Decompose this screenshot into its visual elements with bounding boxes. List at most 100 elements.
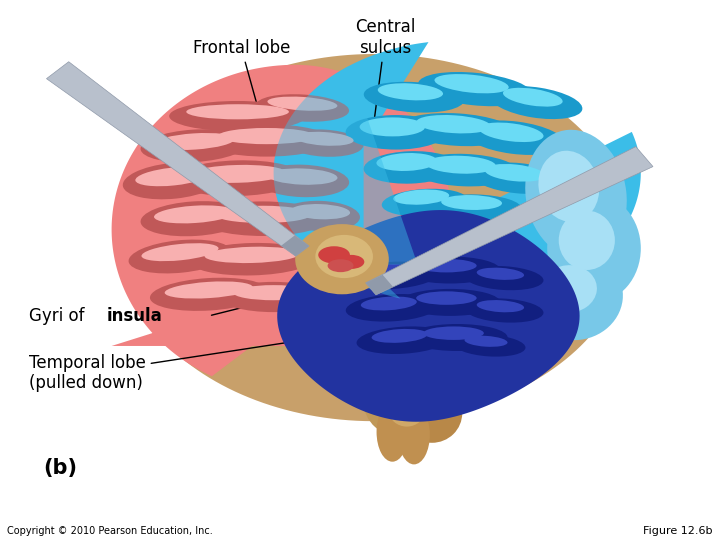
Ellipse shape	[281, 201, 360, 231]
Ellipse shape	[135, 167, 210, 186]
Ellipse shape	[400, 113, 515, 146]
Ellipse shape	[364, 367, 443, 437]
Ellipse shape	[547, 194, 641, 302]
Ellipse shape	[479, 123, 544, 142]
Ellipse shape	[217, 128, 315, 144]
Text: Copyright © 2010 Pearson Education, Inc.: Copyright © 2010 Pearson Education, Inc.	[7, 525, 213, 536]
Ellipse shape	[400, 289, 500, 316]
Text: Temporal lobe
(pulled down): Temporal lobe (pulled down)	[29, 341, 300, 393]
Text: Frontal lobe: Frontal lobe	[192, 39, 290, 148]
Ellipse shape	[416, 259, 477, 272]
Text: Figure 12.6b: Figure 12.6b	[643, 525, 713, 536]
Ellipse shape	[477, 268, 524, 280]
Polygon shape	[366, 275, 393, 295]
Ellipse shape	[173, 160, 302, 196]
Ellipse shape	[204, 247, 300, 263]
Ellipse shape	[189, 165, 286, 183]
Ellipse shape	[318, 246, 350, 264]
Ellipse shape	[472, 163, 564, 194]
Ellipse shape	[410, 154, 518, 186]
Ellipse shape	[150, 278, 268, 311]
Ellipse shape	[360, 117, 425, 137]
Ellipse shape	[140, 129, 248, 163]
Ellipse shape	[284, 130, 364, 157]
Ellipse shape	[141, 243, 219, 261]
Ellipse shape	[220, 282, 328, 312]
Ellipse shape	[539, 151, 599, 222]
Ellipse shape	[441, 195, 502, 210]
Ellipse shape	[407, 324, 508, 351]
Ellipse shape	[202, 124, 331, 157]
Ellipse shape	[477, 300, 524, 312]
Ellipse shape	[233, 285, 314, 300]
Ellipse shape	[378, 83, 443, 100]
Ellipse shape	[454, 335, 526, 356]
Ellipse shape	[328, 259, 354, 272]
Ellipse shape	[361, 296, 417, 310]
Polygon shape	[277, 210, 580, 422]
Polygon shape	[112, 65, 454, 376]
Ellipse shape	[364, 151, 457, 184]
Ellipse shape	[428, 194, 522, 221]
Ellipse shape	[503, 88, 562, 106]
Ellipse shape	[295, 224, 389, 294]
Ellipse shape	[284, 245, 343, 259]
Text: (b): (b)	[43, 458, 77, 478]
Polygon shape	[274, 66, 418, 299]
Ellipse shape	[364, 82, 464, 113]
Ellipse shape	[464, 266, 544, 290]
Ellipse shape	[267, 97, 338, 111]
Ellipse shape	[294, 132, 354, 146]
Text: Central
sulcus: Central sulcus	[355, 18, 415, 143]
Ellipse shape	[356, 326, 450, 354]
Ellipse shape	[346, 115, 446, 150]
Ellipse shape	[256, 94, 349, 122]
Ellipse shape	[416, 292, 477, 305]
Ellipse shape	[529, 254, 623, 340]
Ellipse shape	[525, 130, 627, 259]
Ellipse shape	[465, 120, 564, 155]
Ellipse shape	[418, 72, 532, 106]
Ellipse shape	[215, 206, 312, 223]
Ellipse shape	[346, 294, 439, 322]
Ellipse shape	[198, 201, 328, 236]
Ellipse shape	[382, 189, 468, 216]
Text: Gyri of: Gyri of	[29, 307, 89, 325]
Ellipse shape	[485, 164, 545, 181]
Ellipse shape	[416, 115, 491, 133]
Polygon shape	[119, 54, 630, 421]
Polygon shape	[366, 147, 653, 295]
Ellipse shape	[256, 165, 349, 197]
Ellipse shape	[165, 281, 253, 299]
Ellipse shape	[123, 163, 222, 199]
Text: insula: insula	[107, 307, 162, 325]
Ellipse shape	[389, 394, 425, 427]
Ellipse shape	[393, 190, 449, 205]
Ellipse shape	[423, 326, 484, 340]
Ellipse shape	[361, 264, 417, 278]
Ellipse shape	[315, 235, 373, 278]
Ellipse shape	[338, 255, 364, 269]
Ellipse shape	[402, 383, 462, 443]
Ellipse shape	[464, 336, 508, 347]
Ellipse shape	[267, 168, 338, 185]
Ellipse shape	[372, 329, 428, 343]
Ellipse shape	[154, 205, 235, 224]
Ellipse shape	[346, 261, 439, 289]
Ellipse shape	[541, 265, 597, 313]
Ellipse shape	[154, 133, 235, 150]
Ellipse shape	[291, 204, 350, 219]
Ellipse shape	[426, 156, 496, 174]
Ellipse shape	[377, 153, 437, 171]
Ellipse shape	[186, 104, 289, 119]
Ellipse shape	[140, 201, 248, 237]
Ellipse shape	[400, 256, 500, 284]
Polygon shape	[47, 62, 309, 256]
Ellipse shape	[490, 86, 582, 119]
Ellipse shape	[189, 243, 315, 275]
Polygon shape	[274, 42, 641, 305]
Ellipse shape	[169, 101, 306, 131]
Ellipse shape	[377, 402, 408, 462]
Polygon shape	[282, 235, 309, 256]
Ellipse shape	[559, 211, 615, 270]
